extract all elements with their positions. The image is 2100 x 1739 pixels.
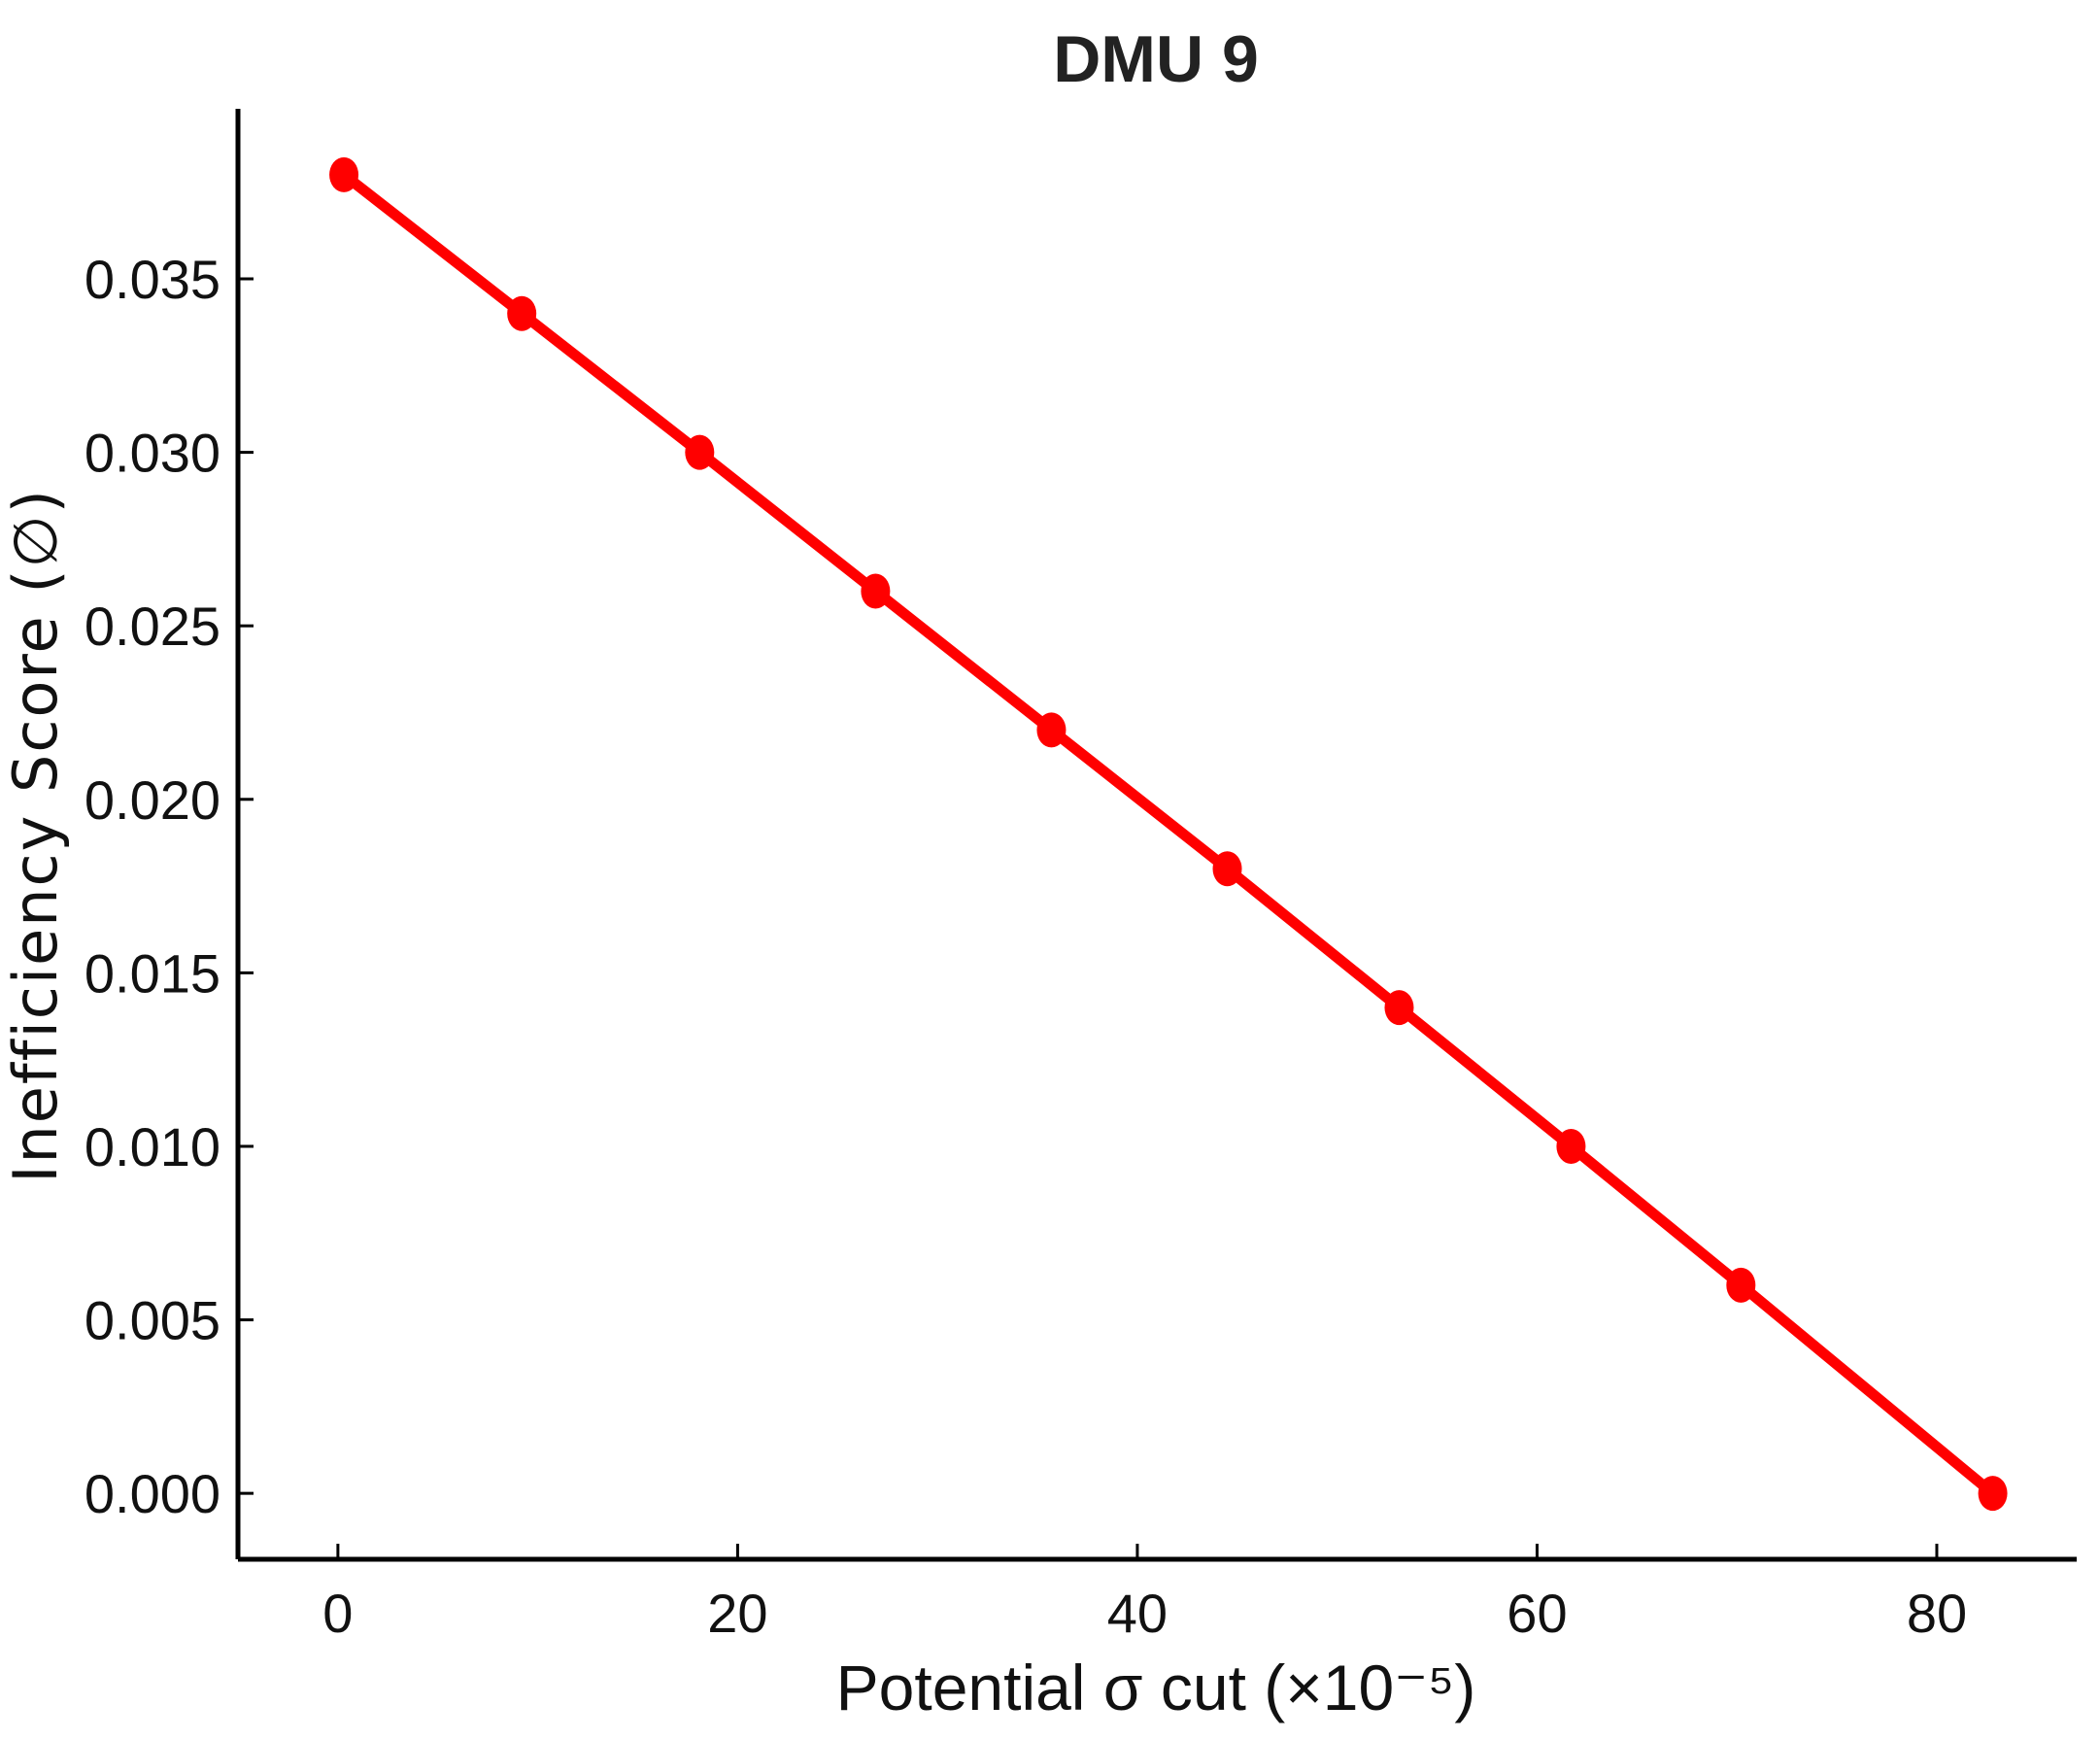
data-point: [1384, 990, 1414, 1026]
series-line: [338, 169, 1999, 1499]
data-point: [507, 295, 537, 331]
y-tick-label: 0.035: [85, 249, 220, 310]
data-point: [1212, 851, 1242, 887]
data-point: [685, 434, 715, 470]
data-point: [1978, 1476, 2008, 1512]
y-tick-label: 0.025: [85, 596, 220, 657]
y-axis-label: Inefficiency Score (∅): [0, 488, 71, 1183]
x-tick-label: 80: [1907, 1583, 1967, 1644]
x-axis-label: Potential σ cut (×10⁻⁵): [836, 1652, 1476, 1723]
y-tick-label: 0.000: [85, 1463, 220, 1524]
x-tick-label: 20: [707, 1583, 767, 1644]
series-layer: [329, 156, 2008, 1512]
x-axis-ticks: 0 20 40 60 80: [322, 1544, 1967, 1644]
data-point: [861, 573, 891, 609]
x-tick-label: 60: [1507, 1583, 1567, 1644]
y-tick-label: 0.030: [85, 423, 220, 484]
data-point: [1726, 1267, 1756, 1303]
chart-title: DMU 9: [1053, 22, 1259, 96]
y-axis-ticks: 0.000 0.005 0.010 0.015 0.020 0.025 0.030 0.035: [85, 249, 254, 1524]
y-tick-label: 0.015: [85, 942, 220, 1004]
y-tick-label: 0.020: [85, 769, 220, 831]
data-point: [1036, 712, 1067, 748]
data-point: [1556, 1128, 1586, 1164]
y-tick-label: 0.010: [85, 1116, 220, 1177]
x-tick-label: 40: [1107, 1583, 1168, 1644]
x-tick-label: 0: [322, 1583, 353, 1644]
data-point: [329, 156, 359, 192]
y-tick-label: 0.005: [85, 1290, 220, 1351]
